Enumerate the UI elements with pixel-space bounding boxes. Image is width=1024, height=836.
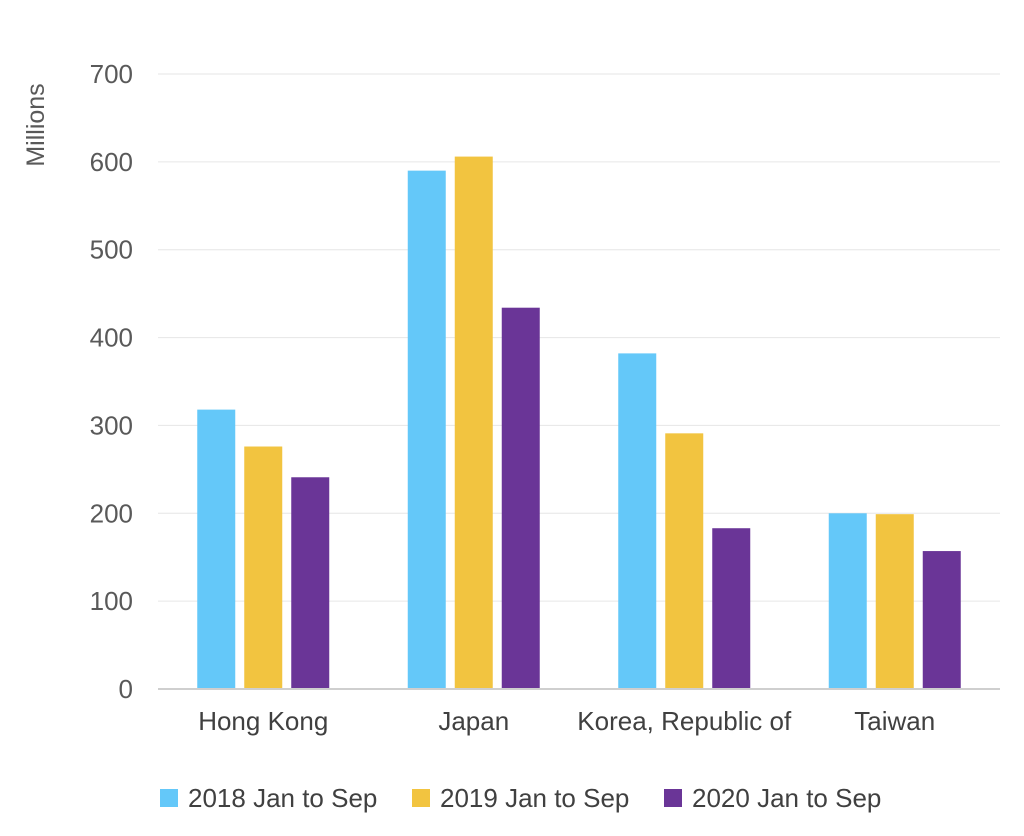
y-tick-label: 700: [90, 59, 133, 89]
x-category-label: Japan: [438, 706, 509, 736]
y-tick-label: 100: [90, 586, 133, 616]
bar: [712, 528, 751, 689]
bar: [197, 409, 236, 689]
y-tick-label: 600: [90, 147, 133, 177]
legend-swatch: [160, 789, 178, 807]
x-category-label: Hong Kong: [198, 706, 328, 736]
y-axis-label: Millions: [22, 83, 50, 166]
y-tick-label: 200: [90, 498, 133, 528]
legend-label: 2020 Jan to Sep: [692, 783, 881, 813]
y-tick-label: 0: [119, 674, 133, 704]
legend-label: 2018 Jan to Sep: [188, 783, 377, 813]
y-tick-label: 300: [90, 410, 133, 440]
bar: [618, 353, 657, 689]
y-tick-label: 500: [90, 235, 133, 265]
x-category-label: Taiwan: [854, 706, 935, 736]
axes: 0 100 200 300 400 500 600 700 Hong Kong Japan Kore…: [90, 59, 1000, 736]
bar: [665, 433, 704, 689]
bar: [828, 513, 867, 689]
bar: [454, 156, 493, 690]
bar: [244, 446, 283, 689]
bar: [501, 307, 540, 689]
bar: [875, 514, 914, 689]
bars: [197, 156, 961, 690]
bar: [922, 551, 961, 689]
legend-swatch: [412, 789, 430, 807]
bar: [407, 170, 446, 690]
gridlines: [158, 73, 1000, 602]
legend-swatch: [664, 789, 682, 807]
y-tick-label: 400: [90, 323, 133, 353]
x-category-label: Korea, Republic of: [577, 706, 792, 736]
bar: [291, 477, 330, 689]
legend-label: 2019 Jan to Sep: [440, 783, 629, 813]
legend: 2018 Jan to Sep 2019 Jan to Sep 2020 Jan t…: [160, 783, 881, 813]
